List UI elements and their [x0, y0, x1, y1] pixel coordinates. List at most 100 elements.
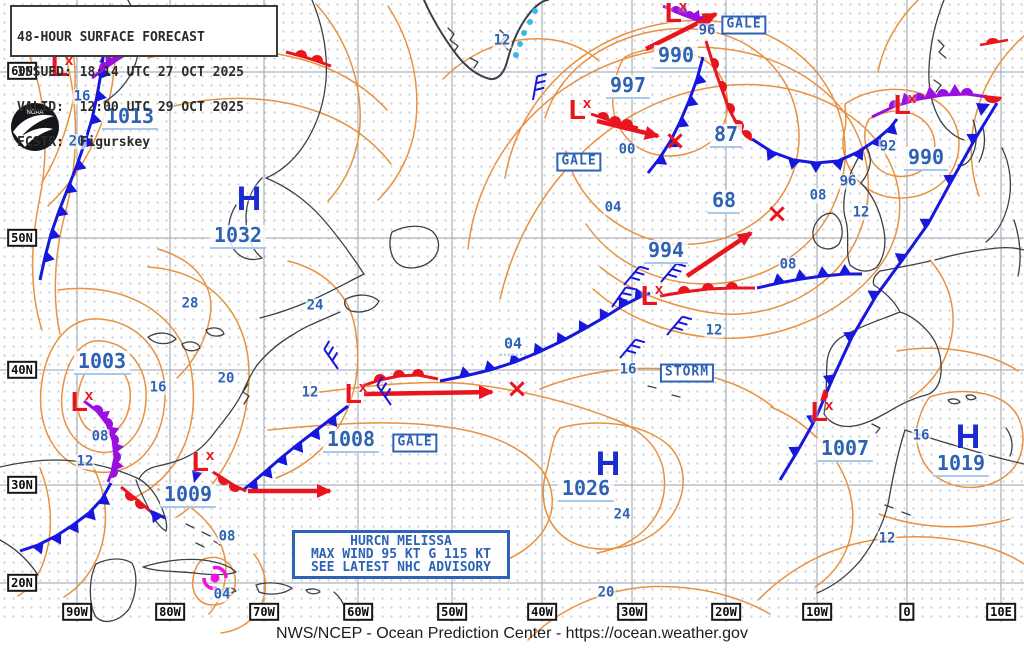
ice-edge-dot — [517, 41, 523, 47]
pressure-value-label: 1013 — [101, 106, 159, 130]
low-cross-mark: x — [84, 387, 94, 404]
latitude-label: 30N — [7, 475, 37, 495]
isobar-value-label: 24 — [305, 297, 325, 314]
pressure-value-label: 990 — [903, 147, 949, 171]
low-letter: L — [50, 51, 68, 82]
ice-edge — [513, 8, 538, 58]
pressure-value-label: 68 — [707, 190, 741, 214]
ice-edge-dot — [532, 8, 538, 14]
forecast-header-box: 48-HOUR SURFACE FORECAST ISSUED: 18:14 U… — [10, 5, 278, 148]
advisory-line: SEE LATEST NHC ADVISORY — [310, 560, 491, 575]
noaa-logo-icon: NOAA — [11, 103, 59, 151]
isobar-value-label: 20 — [596, 584, 616, 601]
longitude-label: 20W — [711, 602, 741, 622]
low-cross-mark: x — [64, 52, 74, 69]
longitude-label: 80W — [155, 602, 185, 622]
isobar-value-label: 12 — [704, 322, 724, 339]
latitude-label: 50N — [7, 228, 37, 248]
pressure-value-label: 1008 — [322, 429, 380, 453]
wind-barbs — [323, 73, 693, 406]
header-forecaster: FCSTR: Figurskey — [17, 134, 151, 150]
isobar-value-label: 04 — [603, 199, 623, 216]
isobar-value-label: 16 — [72, 88, 92, 105]
isobar-value-label: 08 — [808, 187, 828, 204]
low-letter: L — [640, 280, 658, 311]
pressure-value-label: 1019 — [932, 453, 990, 477]
isobar-value-label: 00 — [617, 141, 637, 158]
wind-barb-icon — [323, 340, 339, 370]
forecast-position-x: × — [766, 199, 788, 229]
low-letter: L — [664, 0, 682, 28]
low-cross-mark: x — [358, 379, 368, 396]
wind-barb-icon — [532, 73, 547, 101]
isobar-value-label: 96 — [697, 22, 717, 39]
pressure-value-label: 994 — [643, 240, 689, 264]
low-pressure-symbol: Lx — [71, 387, 94, 416]
movement-arrows — [248, 11, 753, 498]
isobar-value-label: 96 — [838, 173, 858, 190]
pressure-value-label: 997 — [605, 75, 651, 99]
pressure-value-label: 87 — [709, 124, 743, 148]
longitude-label: 30W — [617, 602, 647, 622]
low-pressure-symbol: Lx — [893, 89, 917, 120]
low-cross-mark: x — [907, 90, 917, 107]
isobar-value-label: 08 — [778, 256, 798, 273]
ice-edge-dot — [521, 30, 527, 36]
low-letter: L — [893, 89, 911, 120]
longitude-label: 0 — [899, 602, 915, 622]
longitude-label: 50W — [437, 602, 467, 622]
header-issued: ISSUED: 18:14 UTC 27 OCT 2025 — [17, 64, 244, 80]
pressure-value-label: 1007 — [816, 438, 874, 462]
isobar-value-label: 16 — [911, 427, 931, 444]
low-pressure-symbol: Lx — [568, 94, 592, 125]
isobar-value-label: 12 — [75, 453, 95, 470]
low-letter: L — [344, 378, 362, 409]
header-title: 48-HOUR SURFACE FORECAST — [17, 30, 205, 46]
wind-barb-icon — [611, 286, 636, 308]
high-pressure-symbol: H — [955, 418, 981, 456]
forecast-position-x: × — [506, 374, 528, 404]
low-cross-mark: x — [205, 447, 215, 464]
advisory-line: HURCN MELISSA — [350, 534, 452, 549]
pressure-value-label: 990 — [653, 45, 699, 69]
high-pressure-symbol: H — [595, 445, 621, 483]
longitude-label: 10E — [986, 602, 1016, 622]
wind-barb-icon — [666, 315, 693, 336]
longitude-label: 90W — [62, 602, 92, 622]
isobar-value-label: 20 — [67, 133, 87, 150]
advisory-line: MAX WIND 95 KT G 115 KT — [310, 547, 491, 562]
low-cross-mark: x — [678, 0, 688, 15]
isobar-value-label: 12 — [300, 384, 320, 401]
isobar-value-label: 08 — [90, 428, 110, 445]
low-cross-mark: x — [582, 95, 592, 112]
isobar-value-label: 04 — [212, 586, 232, 603]
low-letter: L — [568, 94, 586, 125]
pressure-value-label: 04 — [499, 336, 527, 356]
isobar-value-label: 12 — [877, 530, 897, 547]
pressure-value-label: 1009 — [159, 484, 217, 508]
latitude-label: 40N — [7, 360, 37, 380]
warning-label: GALE — [556, 152, 602, 172]
wind-barb-icon — [623, 265, 650, 286]
low-pressure-symbol: Lx — [640, 280, 663, 311]
pressure-value-label: 1032 — [209, 225, 267, 249]
hurricane-advisory-box: HURCN MELISSA MAX WIND 95 KT G 115 KT SE… — [292, 530, 510, 579]
low-pressure-symbol: Lx — [811, 397, 834, 426]
pressure-value-label: 1026 — [557, 478, 615, 502]
longitude-label: 70W — [249, 602, 279, 622]
longitude-label: 60W — [343, 602, 373, 622]
isobar-value-label: 12 — [851, 204, 871, 221]
wind-barb-icon — [619, 338, 646, 359]
isobar-value-label: 08 — [217, 528, 237, 545]
pressure-value-label: 1003 — [73, 351, 131, 375]
isobar-value-label: 92 — [878, 138, 898, 155]
isobar-value-label: 20 — [216, 370, 236, 387]
low-cross-mark: x — [824, 397, 834, 414]
forecast-position-x: × — [664, 126, 686, 156]
ice-edge-dot — [513, 52, 519, 58]
isobar-value-label: 12 — [492, 32, 512, 49]
latitude-label: 20N — [7, 573, 37, 593]
latitude-label: 60N — [7, 61, 37, 81]
low-pressure-symbol: Lx — [344, 378, 368, 409]
